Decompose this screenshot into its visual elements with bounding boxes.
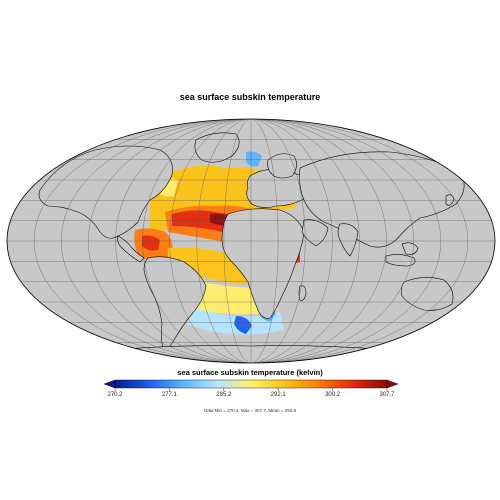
land-africa — [221, 208, 305, 319]
land-japan — [445, 194, 455, 206]
colorbar-tick-label: 270.2 — [107, 392, 123, 398]
colorbar-min-arrow — [103, 379, 116, 389]
land-madagascar — [298, 285, 307, 301]
colorbar-tick-label: 300.2 — [325, 392, 341, 398]
colorbar — [103, 379, 399, 391]
land-indonesia — [385, 254, 416, 267]
colorbar-tick-label: 307.7 — [379, 392, 395, 398]
sst-south-cool — [180, 304, 284, 335]
land-asia — [299, 151, 465, 248]
land-central-america — [117, 235, 145, 263]
sst-southern-cold — [234, 316, 252, 334]
colorbar-tick-label: 277.1 — [161, 392, 177, 398]
land-scandinavia — [267, 153, 297, 179]
sst-caribbean-hot — [142, 235, 160, 251]
colorbar-tick-marks — [114, 388, 388, 391]
sst-greenland-cold — [246, 151, 262, 167]
colorbar-bar — [114, 379, 388, 389]
land-north-america — [38, 145, 173, 239]
colorbar-stats: Data Min = 270.2, Max = 307.7, Mean = 29… — [204, 408, 296, 413]
land-borneo — [401, 242, 419, 255]
land-india — [337, 223, 359, 257]
land-arabia — [301, 219, 329, 247]
land-greenland — [194, 132, 240, 163]
colorbar-tick-label: 285.2 — [216, 392, 232, 398]
land-new-zealand — [463, 315, 471, 325]
graticule — [7, 119, 495, 363]
globe-outline — [6, 118, 496, 364]
colorbar-title: sea surface subskin temperature (kelvin) — [177, 368, 323, 377]
map-title: sea surface subskin temperature — [179, 92, 321, 102]
colorbar-tick-label: 292.1 — [270, 392, 286, 398]
colorbar-max-arrow — [386, 379, 399, 389]
